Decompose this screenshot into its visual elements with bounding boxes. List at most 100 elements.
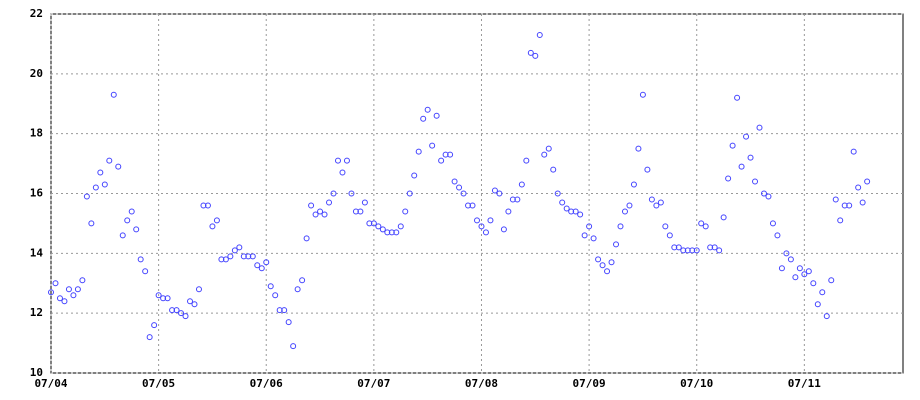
point [662, 223, 669, 230]
x-tick-label: 07/06 [250, 377, 283, 390]
point [604, 268, 611, 275]
point [698, 220, 705, 227]
point [689, 247, 696, 254]
point [586, 223, 593, 230]
point [56, 295, 63, 302]
point [326, 199, 333, 206]
point [402, 208, 409, 215]
point [213, 217, 220, 224]
point [182, 313, 189, 320]
point [635, 145, 642, 152]
point [393, 229, 400, 236]
point [164, 295, 171, 302]
point [846, 202, 853, 209]
point [227, 253, 234, 260]
point [79, 277, 86, 284]
point [599, 262, 606, 269]
point [204, 202, 211, 209]
point [249, 253, 256, 260]
point [388, 229, 395, 236]
point [536, 31, 543, 38]
point [720, 214, 727, 221]
point [792, 274, 799, 281]
point [160, 295, 167, 302]
point [88, 220, 95, 227]
point [406, 190, 413, 197]
point [124, 217, 131, 224]
point [608, 259, 615, 266]
point [375, 223, 382, 230]
point [469, 202, 476, 209]
point [465, 202, 472, 209]
x-tick-label: 07/10 [680, 377, 713, 390]
point [119, 232, 126, 239]
point [837, 217, 844, 224]
point [299, 277, 306, 284]
point [209, 223, 216, 230]
point [630, 181, 637, 188]
point [236, 244, 243, 251]
point [460, 190, 467, 197]
point [169, 307, 176, 314]
point [716, 247, 723, 254]
point [648, 196, 655, 203]
point [442, 151, 449, 158]
point [855, 184, 862, 191]
point [819, 289, 826, 296]
point [675, 244, 682, 251]
point [644, 166, 651, 173]
point [173, 307, 180, 314]
point [693, 247, 700, 254]
point [110, 91, 117, 98]
point [370, 220, 377, 227]
point [420, 115, 427, 122]
point [334, 157, 341, 164]
point [814, 301, 821, 308]
point [361, 199, 368, 206]
point [411, 172, 418, 179]
point [263, 259, 270, 266]
point [276, 307, 283, 314]
point [783, 250, 790, 257]
point [200, 202, 207, 209]
point [74, 286, 81, 293]
point [801, 271, 808, 278]
point [729, 142, 736, 149]
point [254, 262, 261, 269]
point [613, 241, 620, 248]
point [48, 289, 54, 296]
point [456, 184, 463, 191]
point [191, 301, 198, 308]
point [447, 151, 454, 158]
point [581, 232, 588, 239]
point [146, 334, 153, 341]
x-tick-label: 07/04 [34, 377, 67, 390]
point [83, 193, 90, 200]
point [684, 247, 691, 254]
point [474, 217, 480, 224]
point [707, 244, 714, 251]
point [828, 277, 835, 284]
point [285, 319, 292, 326]
point [527, 49, 534, 56]
point [769, 220, 776, 227]
point [339, 169, 346, 176]
point [92, 184, 99, 191]
point [187, 298, 194, 305]
point [850, 148, 857, 155]
point [666, 232, 673, 239]
point [702, 223, 709, 230]
y-tick-label: 18 [30, 127, 43, 140]
point [245, 253, 252, 260]
point [133, 226, 140, 233]
point [563, 205, 570, 212]
point [487, 217, 494, 224]
point [61, 298, 68, 305]
point [752, 178, 759, 185]
point [514, 196, 521, 203]
point [321, 211, 328, 218]
point [137, 256, 144, 263]
point [433, 112, 440, 119]
point [343, 157, 350, 164]
